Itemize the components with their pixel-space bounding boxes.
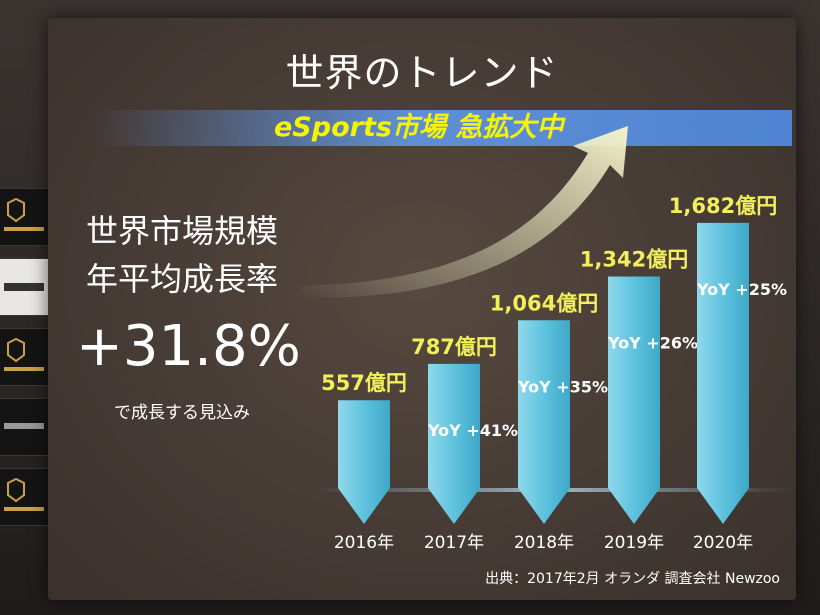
x-tick-label: 2016年 — [334, 533, 394, 553]
galleria-logo-icon — [0, 468, 48, 526]
bar-2020年 — [697, 222, 749, 524]
banner-text: eSports市場 急拡大中 — [274, 112, 564, 143]
value-label: 1,064億円 — [490, 291, 598, 315]
yoy-label: YoY +26% — [607, 333, 698, 352]
presentation-slide: 世界のトレンド eSports市場 急拡大中 557億円 2016年 787億円 Yo… — [48, 18, 796, 600]
x-tick-label: 2020年 — [693, 533, 753, 553]
growth-rate-value: +31.8% — [76, 314, 301, 379]
slide-title: 世界のトレンド — [285, 51, 559, 95]
cagr-label: 年平均成長率 — [86, 260, 279, 298]
bar-2017年 — [428, 363, 480, 524]
galleria-logo-icon — [0, 188, 48, 246]
banner-bar — [92, 110, 792, 146]
x-tick-label: 2017年 — [424, 533, 484, 553]
zowie-logo-icon — [0, 258, 48, 316]
sponsor-wall — [0, 170, 48, 615]
value-label: 557億円 — [321, 371, 407, 395]
x-tick-label: 2019年 — [604, 533, 664, 553]
market-size-chart: 557億円 2016年 787億円 YoY +41% 2017年 1,064億円 YoY +… — [298, 126, 793, 553]
bar-2019年 — [608, 276, 660, 524]
yoy-label: YoY +35% — [517, 377, 608, 396]
counter-strike-logo-icon — [0, 398, 48, 456]
bar-2018年 — [518, 320, 570, 524]
galleria-logo-icon — [0, 328, 48, 386]
source-note: 出典：2017年2月 オランダ 調査会社 Newzoo — [485, 571, 780, 587]
value-label: 787億円 — [411, 335, 497, 359]
value-label: 1,682億円 — [669, 194, 777, 218]
yoy-label: YoY +25% — [696, 280, 787, 299]
growth-note: で成長する見込み — [114, 403, 250, 423]
yoy-label: YoY +41% — [427, 421, 518, 440]
value-label: 1,342億円 — [580, 247, 688, 271]
bar-2016年 — [338, 400, 390, 524]
x-tick-label: 2018年 — [514, 533, 574, 553]
growth-arrow-icon — [298, 126, 628, 299]
market-size-label: 世界市場規模 — [86, 212, 279, 250]
